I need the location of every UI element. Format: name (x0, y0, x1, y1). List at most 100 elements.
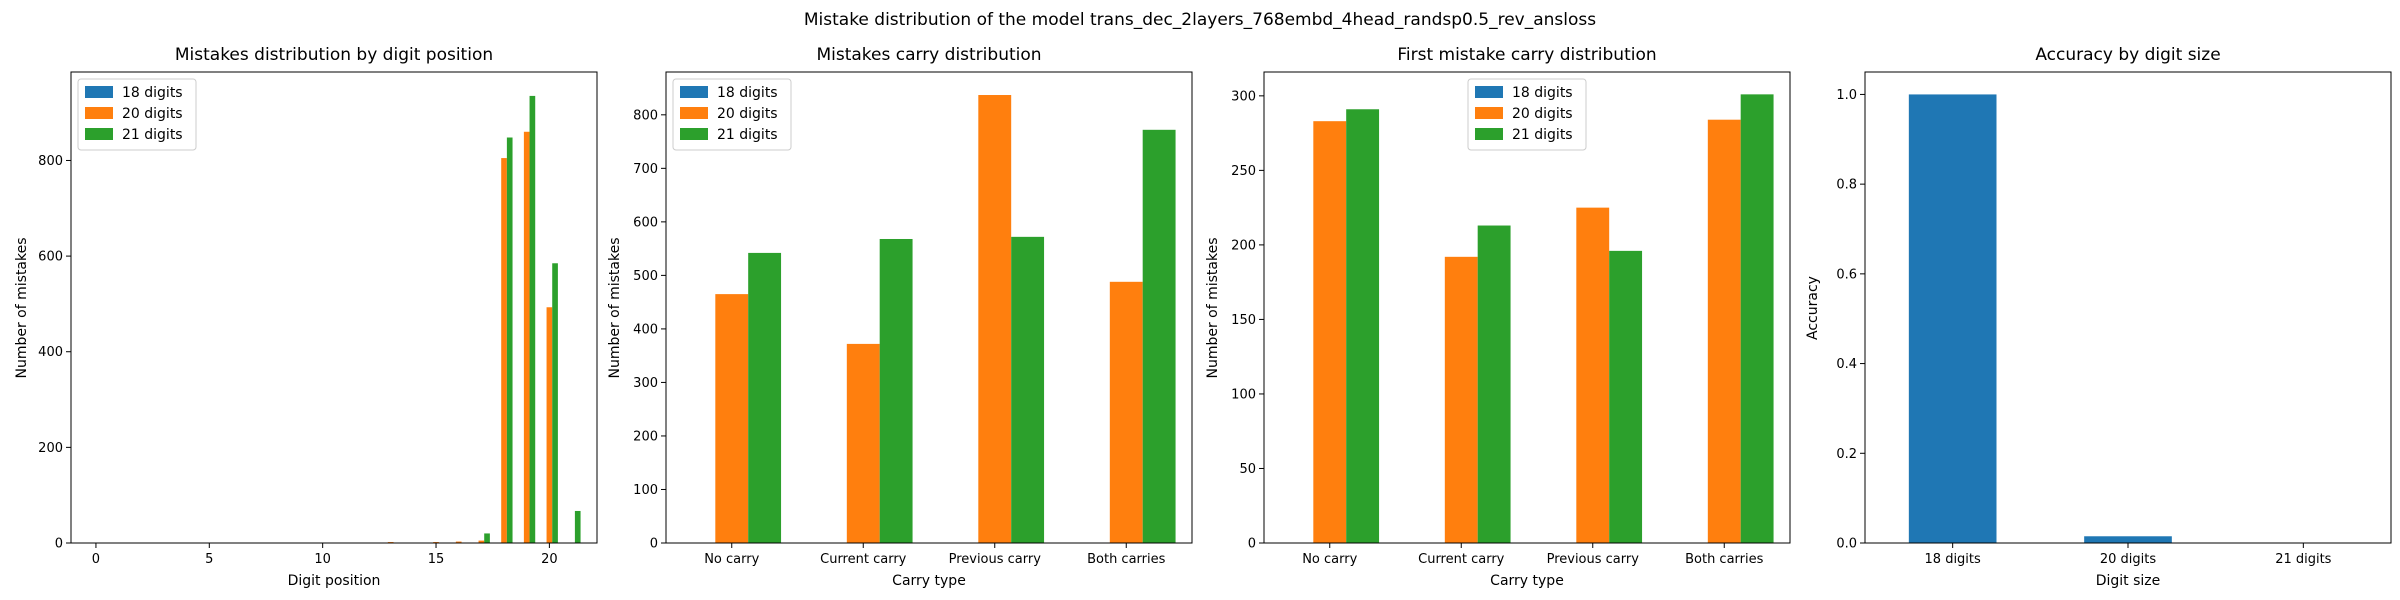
panel-3-ytick-label: 300 (1231, 89, 1256, 104)
panel-2-ytick-label: 400 (633, 322, 658, 337)
panel-3-ylabel: Number of mistakes (1205, 237, 1221, 378)
legend-entry: 18 digits (717, 85, 778, 101)
panel-3-ytick-label: 150 (1231, 313, 1256, 328)
bar-21-digits-pos-18 (506, 137, 513, 543)
bar-21-digits-pos-19 (529, 95, 536, 543)
legend-swatch (85, 107, 113, 119)
panel-2-xtick-label: Current carry (820, 552, 907, 567)
panel-1-marks: 0 200 400 600 800 0 5 10 15 20 18 digits 20 digits 2… (38, 71, 598, 567)
bar-20-digits-pos-17 (478, 540, 485, 543)
panel-3-marks: 0 50 100 150 200 250 300 No carry Current carry P… (1231, 71, 1791, 567)
bar-21-digits-no-carry (748, 252, 782, 544)
bar-21-digits-both-carries (1740, 94, 1774, 543)
panel-1-xtick-label: 15 (428, 552, 445, 567)
panel-4-xtick-label: 18 digits (1925, 552, 1981, 567)
legend-swatch (680, 86, 708, 98)
legend-entry: 20 digits (1512, 106, 1573, 122)
panel-2-ytick-label: 100 (633, 483, 658, 498)
panel-2-title: Mistakes carry distribution (816, 45, 1041, 65)
panel-2-ytick-label: 500 (633, 269, 658, 284)
bar-20-digits-no-carry (1313, 121, 1347, 543)
panel-3-title: First mistake carry distribution (1397, 45, 1656, 65)
panel-2-ylabel: Number of mistakes (607, 237, 623, 378)
panel-2-xlabel: Carry type (892, 573, 966, 589)
bar-20-digits-pos-18 (501, 158, 507, 544)
panel-1-xtick-label: 10 (314, 552, 331, 567)
bar-20-digits-no-carry (715, 294, 749, 543)
panel-4-xtick-label: 21 digits (2275, 552, 2331, 567)
panel-digit-position: Mistakes distribution by digit position … (14, 45, 598, 589)
legend-swatch (1475, 86, 1503, 98)
panel-1-xlabel: Digit position (288, 573, 381, 589)
panel-1-frame (70, 71, 598, 544)
panel-2-ytick-label: 600 (633, 215, 658, 230)
panel-4-title: Accuracy by digit size (2035, 45, 2220, 65)
bar-accuracy-20-digits (2084, 536, 2172, 543)
panel-1-ytick-label: 200 (38, 441, 63, 456)
bar-21-digits-pos-17 (484, 533, 490, 543)
legend-swatch (680, 107, 708, 119)
bar-21-digits-both-carries (1142, 129, 1176, 543)
bar-21-digits-pos-20 (552, 263, 558, 543)
bar-20-digits-both-carries (1109, 281, 1143, 543)
panel-4-ytick-label: 0.4 (1836, 357, 1857, 372)
panel-2-ytick-label: 300 (633, 376, 658, 391)
panel-3-ytick-label: 50 (1239, 462, 1256, 477)
panel-1-ytick-label: 0 (55, 537, 63, 552)
panel-4-ytick-label: 1.0 (1836, 88, 1857, 103)
panel-2-legend: 18 digits 20 digits 21 digits (672, 78, 792, 151)
panel-1-title: Mistakes distribution by digit position (175, 45, 493, 65)
bar-20-digits-current-carry (1444, 256, 1478, 543)
panel-4-ytick-label: 0.6 (1836, 267, 1857, 282)
panel-1-xtick-label: 20 (541, 552, 558, 567)
panel-3-xtick-label: Previous carry (1547, 552, 1640, 567)
panel-1-ytick-label: 800 (38, 154, 63, 169)
panel-1-ylabel: Number of mistakes (14, 237, 30, 378)
bar-accuracy-18-digits (1908, 94, 1997, 543)
panel-3-ytick-label: 100 (1231, 387, 1256, 402)
bar-21-digits-previous-carry (1609, 250, 1643, 543)
panel-4-xtick-label: 20 digits (2100, 552, 2156, 567)
panel-2-xtick-label: Previous carry (949, 552, 1042, 567)
panel-1-xtick-label: 0 (92, 552, 100, 567)
panel-4-marks: 0.0 0.2 0.4 0.6 0.8 1.0 18 digits 20 digits 21 d… (1836, 71, 2392, 567)
legend-entry: 21 digits (717, 127, 778, 143)
panel-3-ytick-label: 200 (1231, 238, 1256, 253)
panel-3-ytick-label: 250 (1231, 164, 1256, 179)
panel-2-marks: 0 100 200 300 400 500 600 700 800 No carry Current… (633, 71, 1193, 567)
bar-21-digits-previous-carry (1011, 236, 1045, 543)
legend-entry: 18 digits (122, 85, 183, 101)
bar-20-digits-pos-20 (546, 307, 553, 543)
figure-suptitle: Mistake distribution of the model trans_… (804, 10, 1596, 30)
bar-20-digits-pos-19 (523, 131, 530, 543)
panel-3-frame (1263, 71, 1791, 544)
panel-2-xtick-label: Both carries (1087, 552, 1166, 567)
bar-21-digits-current-carry (879, 238, 913, 543)
legend-swatch (1475, 107, 1503, 119)
legend-swatch (85, 128, 113, 140)
panel-3-xtick-label: Both carries (1685, 552, 1764, 567)
legend-entry: 18 digits (1512, 85, 1573, 101)
bar-20-digits-previous-carry (978, 95, 1012, 543)
panel-2-ytick-label: 0 (650, 537, 658, 552)
panel-4-ytick-label: 0.8 (1836, 178, 1857, 193)
bar-21-digits-no-carry (1346, 109, 1380, 543)
panel-4-ylabel: Accuracy (1805, 276, 1821, 340)
panel-2-ytick-label: 700 (633, 162, 658, 177)
bar-21-digits-current-carry (1477, 225, 1511, 543)
panel-1-xtick-label: 5 (205, 552, 213, 567)
bar-20-digits-both-carries (1707, 119, 1741, 544)
panel-first-mistake-carry: First mistake carry distribution Carry t… (1205, 45, 1791, 589)
panel-carry-distribution: Mistakes carry distribution Carry type N… (607, 45, 1193, 589)
panel-2-ytick-label: 200 (633, 429, 658, 444)
bar-21-digits-pos-21 (574, 510, 581, 543)
panel-3-ytick-label: 0 (1248, 537, 1256, 552)
panel-1-ytick-label: 600 (38, 250, 63, 265)
panel-4-ytick-label: 0.2 (1836, 447, 1857, 462)
legend-swatch (1475, 128, 1503, 140)
panel-2-frame (665, 71, 1193, 544)
panel-3-xlabel: Carry type (1490, 573, 1564, 589)
panel-2-xtick-label: No carry (704, 552, 759, 567)
legend-entry: 21 digits (1512, 127, 1573, 143)
panel-4-ytick-label: 0.0 (1836, 537, 1857, 552)
